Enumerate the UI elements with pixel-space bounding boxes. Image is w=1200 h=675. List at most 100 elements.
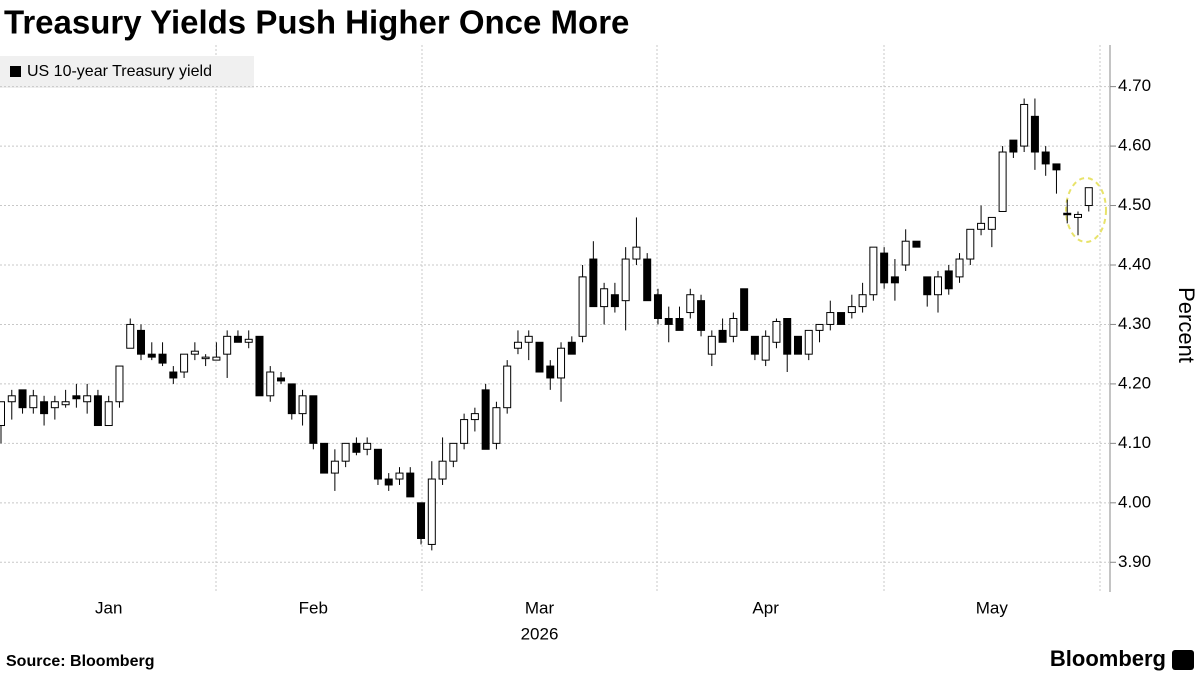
candle-body xyxy=(40,401,49,415)
y-tick-label: 4.50 xyxy=(1118,195,1151,214)
x-tick-label: Apr xyxy=(752,598,779,617)
candle-body xyxy=(664,318,673,325)
candle-body xyxy=(955,258,964,278)
candle-body xyxy=(912,240,921,248)
y-tick-label: 4.40 xyxy=(1118,254,1151,273)
candle-body xyxy=(287,383,296,415)
x-axis-label: 2026 xyxy=(521,624,559,643)
candle-body xyxy=(632,246,641,260)
candle-body xyxy=(793,335,802,355)
legend-box xyxy=(0,56,254,88)
candle-body xyxy=(244,338,253,343)
candle-body xyxy=(653,294,662,319)
candle-body xyxy=(320,442,329,474)
candle-body xyxy=(352,442,361,453)
candle-body xyxy=(373,448,382,480)
candle-body xyxy=(686,294,695,314)
candle-body xyxy=(869,246,878,296)
highlight-circle xyxy=(1065,177,1107,243)
candle-body xyxy=(837,312,846,325)
candle-body xyxy=(772,320,781,343)
candle-body xyxy=(998,151,1007,212)
candle-body xyxy=(1041,151,1050,165)
candle-body xyxy=(707,335,716,355)
candle-body xyxy=(384,478,393,486)
candle-body xyxy=(966,228,975,260)
candle-body xyxy=(901,240,910,266)
source: Source: Bloomberg xyxy=(6,653,154,670)
plot: 3.90 4.00 4.10 4.20 4.30 4.40 4.50 4.60 4.70 Jan F… xyxy=(0,76,1151,643)
candle-body xyxy=(50,401,59,409)
candle-body xyxy=(589,258,598,308)
candle-body xyxy=(697,300,706,331)
candle-body xyxy=(535,341,544,373)
candle-body xyxy=(600,288,609,308)
candle-body xyxy=(438,460,447,480)
candle-body xyxy=(815,323,824,331)
y-axis-label: Percent xyxy=(1174,287,1199,363)
candle-body xyxy=(557,347,566,379)
candle-body xyxy=(137,329,146,355)
candle-body xyxy=(298,395,307,415)
candle-body xyxy=(783,318,792,355)
candle-body xyxy=(169,371,178,379)
candle-body xyxy=(223,335,232,355)
candle-body xyxy=(233,335,242,343)
candle-body xyxy=(880,252,889,284)
candle-body xyxy=(977,222,986,230)
legend-label: US 10-year Treasury yield xyxy=(27,63,212,80)
candle-body xyxy=(524,335,533,343)
candle-body xyxy=(1063,212,1072,216)
x-tick-label: Feb xyxy=(299,598,328,617)
candle-body xyxy=(1030,115,1039,153)
y-tick-label: 4.20 xyxy=(1118,373,1151,392)
candle-body xyxy=(503,365,512,409)
candle-body xyxy=(1052,163,1061,171)
candle-body xyxy=(750,335,759,355)
candle-body xyxy=(126,323,135,349)
x-tick-label: May xyxy=(976,598,1009,617)
candle-body xyxy=(944,270,953,290)
y-tick-label: 4.30 xyxy=(1118,314,1151,333)
candle-body xyxy=(890,276,899,284)
candle-body xyxy=(427,478,436,545)
candle-body xyxy=(147,353,156,358)
y-tick-label: 4.00 xyxy=(1118,492,1151,511)
candle-body xyxy=(330,460,339,474)
candle-body xyxy=(492,407,501,444)
candle-body xyxy=(158,353,167,364)
candle-body xyxy=(804,329,813,355)
candle-body xyxy=(83,395,92,403)
candle-body xyxy=(718,329,727,343)
candle-body xyxy=(675,318,684,331)
candle-body xyxy=(212,356,221,361)
candle-body xyxy=(847,306,856,314)
candle-body xyxy=(621,258,630,302)
candle-body xyxy=(104,401,113,427)
candle-body xyxy=(1020,103,1029,147)
candle-body xyxy=(29,395,38,409)
candle-body xyxy=(1074,213,1082,218)
brand: Bloomberg xyxy=(1050,646,1166,671)
candle-body xyxy=(610,294,619,308)
candle-body xyxy=(309,395,318,444)
candle-body xyxy=(481,389,490,450)
y-tick-label: 4.70 xyxy=(1118,76,1151,95)
candle-body xyxy=(277,377,286,382)
candle-body xyxy=(1009,139,1018,153)
candle-body xyxy=(255,335,264,397)
x-tick-label: Jan xyxy=(95,598,122,617)
candle-body xyxy=(546,365,555,379)
candle-body xyxy=(363,442,372,450)
brand-icon xyxy=(1172,650,1194,670)
y-tick-label: 4.60 xyxy=(1118,136,1151,155)
candle-body xyxy=(643,258,652,302)
candle-body xyxy=(987,216,996,230)
candle-body xyxy=(578,276,587,337)
candle-body xyxy=(729,318,738,337)
candle-body xyxy=(567,341,576,355)
legend-swatch xyxy=(10,66,21,77)
candle-body xyxy=(0,401,5,427)
candle-body xyxy=(449,442,458,462)
